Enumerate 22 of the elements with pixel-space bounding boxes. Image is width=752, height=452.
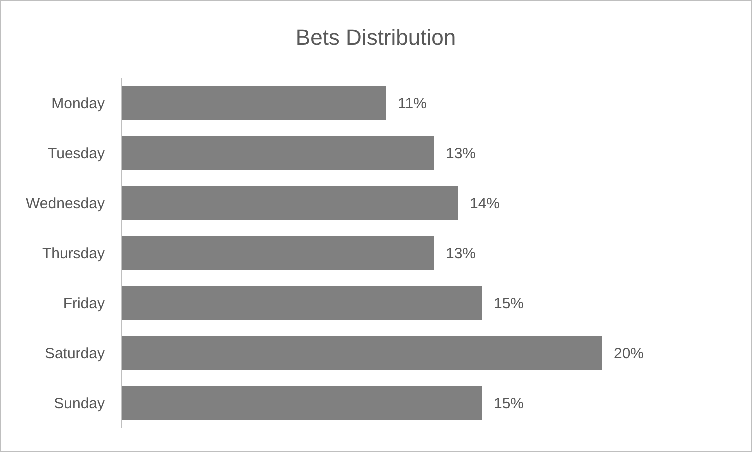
bar [122, 236, 434, 270]
bar [122, 186, 458, 220]
data-label: 13% [446, 245, 476, 262]
data-label: 15% [494, 295, 524, 312]
bar [122, 286, 482, 320]
bar [122, 336, 602, 370]
y-tick-label: Thursday [42, 245, 106, 262]
y-tick-label: Tuesday [48, 145, 106, 162]
y-tick-label: Saturday [44, 345, 106, 362]
data-label: 20% [614, 345, 644, 362]
data-label: 15% [494, 395, 524, 412]
bar [122, 86, 386, 120]
data-label: 13% [446, 145, 476, 162]
y-tick-label: Sunday [54, 395, 106, 412]
bar [122, 136, 434, 170]
bar [122, 386, 482, 420]
chart-title: Bets Distribution [296, 25, 456, 50]
data-label: 14% [470, 195, 500, 212]
y-tick-label: Friday [63, 295, 106, 312]
y-tick-label: Wednesday [26, 195, 106, 212]
data-label: 11% [398, 95, 427, 112]
y-tick-label: Monday [52, 95, 106, 112]
